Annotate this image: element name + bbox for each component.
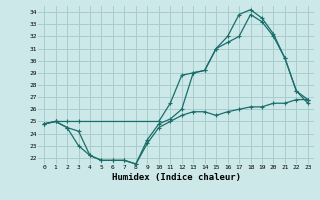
X-axis label: Humidex (Indice chaleur): Humidex (Indice chaleur) [111, 173, 241, 182]
